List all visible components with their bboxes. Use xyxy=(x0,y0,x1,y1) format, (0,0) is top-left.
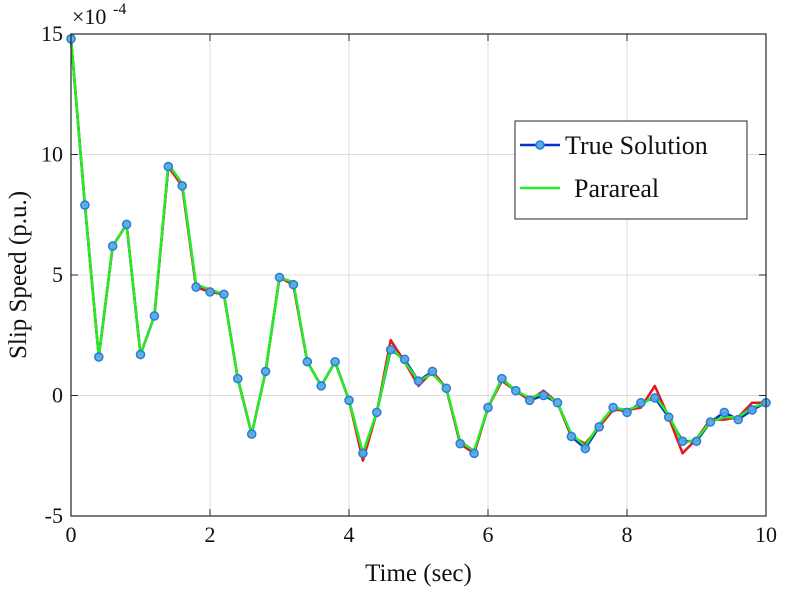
data-point-marker xyxy=(649,393,660,403)
data-point-marker xyxy=(358,448,368,459)
data-point-marker xyxy=(246,429,257,439)
legend-box xyxy=(514,120,748,220)
legend-label-true-solution: True Solution xyxy=(565,131,708,160)
data-point-marker xyxy=(427,366,438,377)
data-point-marker xyxy=(622,407,632,418)
x-tick-label: 2 xyxy=(205,522,216,547)
data-point-marker xyxy=(302,356,313,367)
legend-label-parareal: Parareal xyxy=(574,174,659,203)
data-point-marker xyxy=(594,422,605,432)
data-point-marker xyxy=(497,373,507,384)
legend-marker-true-solution xyxy=(535,140,545,150)
data-point-marker xyxy=(135,349,146,360)
legend: True Solution Parareal xyxy=(514,120,748,220)
data-point-marker xyxy=(413,376,424,386)
data-point-marker xyxy=(399,354,410,365)
data-point-marker xyxy=(608,402,618,413)
data-point-marker xyxy=(385,344,396,355)
x-tick-label: 0 xyxy=(66,522,77,547)
data-point-marker xyxy=(80,200,90,210)
y-tick-label: 10 xyxy=(41,142,63,167)
data-point-marker xyxy=(371,407,382,418)
data-point-marker xyxy=(316,381,327,391)
y-exponent-base: ×10 xyxy=(72,4,106,29)
data-point-marker xyxy=(483,402,493,413)
data-point-marker xyxy=(552,397,563,408)
data-point-marker xyxy=(288,279,299,290)
data-point-marker xyxy=(691,436,702,447)
data-point-marker xyxy=(177,181,187,191)
series-markers xyxy=(66,34,771,459)
data-point-marker xyxy=(524,395,535,406)
data-point-marker xyxy=(121,219,132,230)
x-tick-label: 6 xyxy=(483,522,494,547)
grid xyxy=(71,34,766,516)
data-point-marker xyxy=(636,397,646,408)
data-point-marker xyxy=(149,311,160,321)
y-exponent-power: -4 xyxy=(113,1,126,18)
data-point-marker xyxy=(205,287,215,297)
data-point-marker xyxy=(219,289,229,300)
x-tick-label: 10 xyxy=(755,522,777,547)
series-line-1 xyxy=(69,37,768,462)
data-point-marker xyxy=(510,385,521,396)
data-point-marker xyxy=(733,414,744,425)
x-tick-label: 8 xyxy=(622,522,633,547)
data-point-marker xyxy=(260,366,271,377)
data-point-marker xyxy=(455,438,466,449)
series-line-0 xyxy=(69,37,768,455)
y-tick-label: 15 xyxy=(41,21,63,46)
data-point-marker xyxy=(538,390,549,401)
data-point-marker xyxy=(344,395,354,406)
y-tick-label: 0 xyxy=(52,383,63,408)
data-point-marker xyxy=(107,241,118,251)
data-point-marker xyxy=(94,352,104,362)
data-point-marker xyxy=(469,448,479,459)
data-point-marker xyxy=(330,356,340,367)
y-tick-label: -5 xyxy=(45,503,63,528)
data-point-marker xyxy=(705,417,716,427)
axis-ticks xyxy=(70,33,767,517)
data-point-marker xyxy=(191,282,201,292)
data-point-marker xyxy=(566,431,577,442)
data-point-marker xyxy=(580,443,591,454)
series-lines xyxy=(69,37,768,462)
data-point-marker xyxy=(747,405,757,415)
data-point-marker xyxy=(163,161,174,172)
x-axis-title: Time (sec) xyxy=(365,560,472,587)
data-point-marker xyxy=(719,407,730,418)
data-point-marker xyxy=(663,412,674,422)
data-point-marker xyxy=(274,272,285,283)
data-point-marker xyxy=(677,436,688,447)
y-tick-label: 5 xyxy=(52,262,63,287)
data-point-marker xyxy=(441,383,452,394)
series-line-2 xyxy=(69,37,768,455)
y-axis-title: Slip Speed (p.u.) xyxy=(5,191,32,359)
data-point-marker xyxy=(233,373,243,384)
x-tick-label: 4 xyxy=(344,522,355,547)
